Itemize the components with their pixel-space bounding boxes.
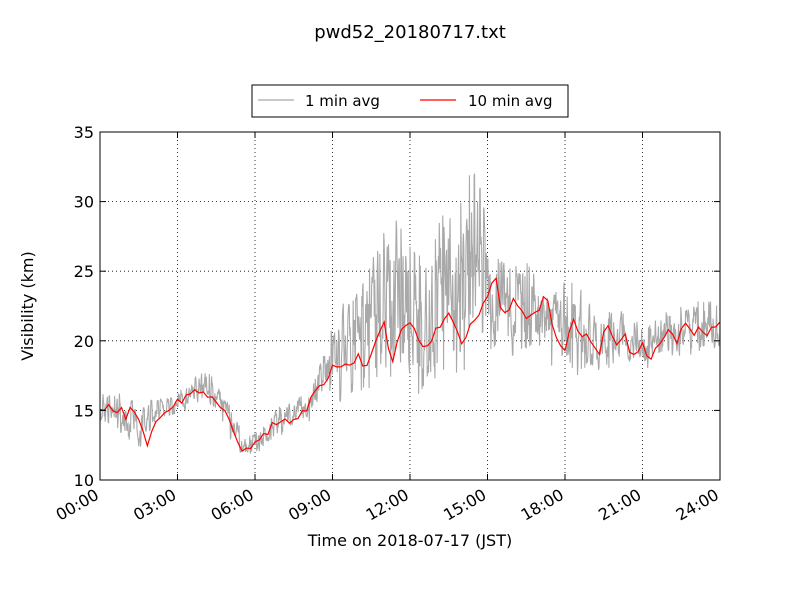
x-axis-label: Time on 2018-07-17 (JST)	[307, 531, 512, 550]
series-line-1min	[99, 173, 721, 454]
series-line-10min	[99, 276, 721, 453]
series-layer	[99, 173, 721, 454]
x-tick-label: 18:00	[518, 485, 567, 525]
y-tick-label: 20	[74, 332, 94, 351]
x-tick-label: 21:00	[595, 485, 644, 525]
y-tick-label: 35	[74, 123, 94, 142]
legend-label-1min: 1 min avg	[305, 92, 380, 110]
x-tick-label: 06:00	[208, 485, 257, 525]
x-tick-label: 03:00	[130, 485, 179, 525]
x-tick-labels: 00:00 03:00 06:00 09:00 12:00 15:00 18:00 21:00…	[53, 485, 722, 525]
x-tick-label: 00:00	[53, 485, 102, 525]
y-tick-label: 30	[74, 193, 94, 212]
x-tick-label: 15:00	[440, 485, 489, 525]
y-axis-label: Visibility (km)	[18, 251, 37, 360]
x-tick-label: 12:00	[363, 485, 412, 525]
chart-title: pwd52_20180717.txt	[314, 22, 506, 43]
legend-box	[251, 84, 569, 118]
y-tick-label: 25	[74, 262, 94, 281]
y-tick-labels: 10 15 20 25 30 35	[74, 123, 94, 490]
x-tick-label: 24:00	[673, 485, 722, 525]
legend-label-10min: 10 min avg	[468, 92, 553, 110]
y-tick-label: 15	[74, 401, 94, 420]
y-tick-label: 10	[74, 471, 94, 490]
x-tick-label: 09:00	[285, 485, 334, 525]
legend: 1 min avg 10 min avg	[251, 84, 569, 118]
ticks	[99, 131, 721, 481]
